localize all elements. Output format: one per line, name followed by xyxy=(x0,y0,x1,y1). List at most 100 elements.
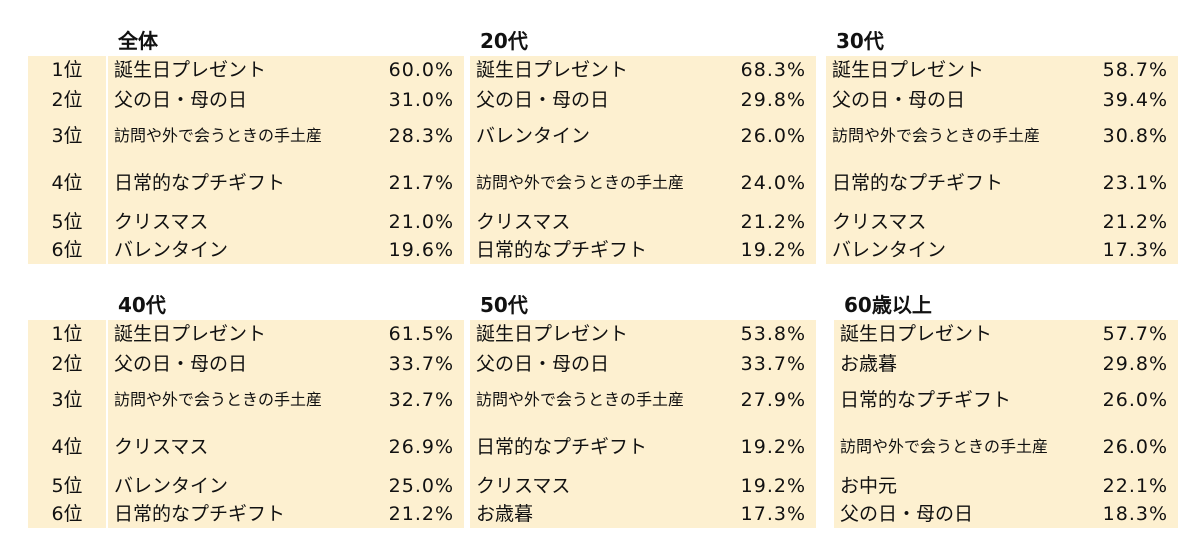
item-name: 訪問や外で会うときの手土産 xyxy=(832,126,1041,145)
ranking-row: 訪問や外で会うときの手土産 27.9% xyxy=(470,378,816,422)
item-name: 日常的なプチギフト xyxy=(476,239,648,261)
rank-label: 3位 xyxy=(51,389,83,411)
item-name: クリスマス xyxy=(832,211,927,233)
item-name: 誕生日プレゼント xyxy=(476,59,629,81)
item-name: クリスマス xyxy=(476,475,571,497)
percentage: 21.2% xyxy=(1102,211,1168,233)
percentage: 17.3% xyxy=(740,503,806,525)
item-name: 訪問や外で会うときの手土産 xyxy=(114,126,323,145)
ranking-row: クリスマス 21.0% xyxy=(108,208,464,236)
item-name: 父の日・母の日 xyxy=(476,353,610,375)
item-name: お歳暮 xyxy=(840,353,898,375)
percentage: 21.0% xyxy=(388,211,454,233)
item-name: 父の日・母の日 xyxy=(114,89,248,111)
percentage: 29.8% xyxy=(1102,353,1168,375)
ranking-row: クリスマス 26.9% xyxy=(108,424,464,470)
percentage: 33.7% xyxy=(740,353,806,375)
percentage: 21.7% xyxy=(388,172,454,194)
percentage: 22.1% xyxy=(1102,475,1168,497)
ranking-row: 誕生日プレゼント 60.0% xyxy=(108,56,464,84)
percentage: 39.4% xyxy=(1102,89,1168,111)
ranking-panel: 60歳以上誕生日プレゼント 57.7% お歳暮 29.8% 日常的なプチギフト 26.0%… xyxy=(834,290,1178,528)
percentage: 58.7% xyxy=(1102,59,1168,81)
item-name: クリスマス xyxy=(114,436,209,458)
ranking-panel: 30代 誕生日プレゼント 58.7% 父の日・母の日 39.4% 訪問や外で会うときの手土… xyxy=(826,26,1178,264)
ranking-row: 父の日・母の日 31.0% xyxy=(108,86,464,114)
item-name: バレンタイン xyxy=(832,239,947,261)
ranking-row: 日常的なプチギフト 26.0% xyxy=(834,378,1178,422)
percentage: 19.2% xyxy=(740,475,806,497)
percentage: 30.8% xyxy=(1102,125,1168,147)
item-name: 訪問や外で会うときの手土産 xyxy=(476,390,685,409)
ranking-row: 訪問や外で会うときの手土産 32.7% xyxy=(108,378,464,422)
item-name: クリスマス xyxy=(114,211,209,233)
percentage: 19.2% xyxy=(740,436,806,458)
panel-title: 30代 xyxy=(836,29,884,53)
ranking-row: 誕生日プレゼント 53.8% xyxy=(470,320,816,348)
ranking-row: 訪問や外で会うときの手土産 26.0% xyxy=(834,424,1178,470)
ranking-row: 誕生日プレゼント 61.5% xyxy=(108,320,464,348)
item-name: お中元 xyxy=(840,475,898,497)
ranking-row: 誕生日プレゼント 57.7% xyxy=(834,320,1178,348)
item-name: 日常的なプチギフト xyxy=(840,389,1012,411)
item-name: バレンタイン xyxy=(114,239,229,261)
ranking-row: クリスマス 19.2% xyxy=(470,472,816,500)
ranking-panel: 全体誕生日プレゼント 60.0% 父の日・母の日 31.0% 訪問や外で会うときの手土産… xyxy=(108,26,464,264)
ranking-row: 父の日・母の日 39.4% xyxy=(826,86,1178,114)
percentage: 25.0% xyxy=(388,475,454,497)
ranking-row: バレンタイン 26.0% xyxy=(470,114,816,158)
item-name: バレンタイン xyxy=(476,125,591,147)
ranking-row: クリスマス 21.2% xyxy=(470,208,816,236)
item-name: クリスマス xyxy=(476,211,571,233)
ranking-row: 父の日・母の日 33.7% xyxy=(108,350,464,378)
percentage: 19.2% xyxy=(740,239,806,261)
panel-body: 誕生日プレゼント 58.7% 父の日・母の日 39.4% 訪問や外で会うときの手土産 30… xyxy=(826,56,1178,264)
panel-title: 全体 xyxy=(118,29,158,53)
percentage: 60.0% xyxy=(388,59,454,81)
panel-body: 誕生日プレゼント 61.5% 父の日・母の日 33.7% 訪問や外で会うときの手土産 32… xyxy=(108,320,464,528)
percentage: 18.3% xyxy=(1102,503,1168,525)
item-name: 日常的なプチギフト xyxy=(476,436,648,458)
ranking-row: お歳暮 29.8% xyxy=(834,350,1178,378)
ranking-row: 日常的なプチギフト 19.2% xyxy=(470,424,816,470)
rank-label: 2位 xyxy=(51,89,83,111)
item-name: 訪問や外で会うときの手土産 xyxy=(476,173,685,192)
percentage: 53.8% xyxy=(740,323,806,345)
rank-label: 6位 xyxy=(51,503,83,525)
ranking-row: 訪問や外で会うときの手土産 30.8% xyxy=(826,114,1178,158)
ranking-row: 父の日・母の日 18.3% xyxy=(834,500,1178,528)
ranking-row: 誕生日プレゼント 68.3% xyxy=(470,56,816,84)
percentage: 26.0% xyxy=(740,125,806,147)
ranking-row: 訪問や外で会うときの手土産 24.0% xyxy=(470,160,816,206)
panel-title: 50代 xyxy=(480,293,528,317)
item-name: 日常的なプチギフト xyxy=(832,172,1004,194)
item-name: 誕生日プレゼント xyxy=(114,59,267,81)
percentage: 28.3% xyxy=(388,125,454,147)
percentage: 27.9% xyxy=(740,389,806,411)
item-name: 日常的なプチギフト xyxy=(114,172,286,194)
ranking-row: 父の日・母の日 29.8% xyxy=(470,86,816,114)
ranking-row: 誕生日プレゼント 58.7% xyxy=(826,56,1178,84)
ranking-row: 日常的なプチギフト 21.2% xyxy=(108,500,464,528)
rank-label: 2位 xyxy=(51,353,83,375)
item-name: 訪問や外で会うときの手土産 xyxy=(840,437,1049,456)
item-name: 誕生日プレゼント xyxy=(114,323,267,345)
rank-column: 1位 2位 3位 4位 5位 6位 xyxy=(28,56,106,264)
rank-label: 3位 xyxy=(51,125,83,147)
ranking-row: バレンタイン 17.3% xyxy=(826,236,1178,264)
item-name: 父の日・母の日 xyxy=(476,89,610,111)
ranking-row: クリスマス 21.2% xyxy=(826,208,1178,236)
panel-title: 60歳以上 xyxy=(844,293,932,317)
rank-column: 1位 2位 3位 4位 5位 6位 xyxy=(28,320,106,528)
item-name: 父の日・母の日 xyxy=(840,503,974,525)
rank-label: 4位 xyxy=(51,436,83,458)
item-name: 誕生日プレゼント xyxy=(840,323,993,345)
percentage: 26.0% xyxy=(1102,436,1168,458)
panel-body: 誕生日プレゼント 53.8% 父の日・母の日 33.7% 訪問や外で会うときの手土産 27… xyxy=(470,320,816,528)
percentage: 29.8% xyxy=(740,89,806,111)
ranking-row: バレンタイン 25.0% xyxy=(108,472,464,500)
ranking-panel: 50代誕生日プレゼント 53.8% 父の日・母の日 33.7% 訪問や外で会うときの手土… xyxy=(470,290,816,528)
panel-body: 誕生日プレゼント 60.0% 父の日・母の日 31.0% 訪問や外で会うときの手土産 28… xyxy=(108,56,464,264)
percentage: 26.0% xyxy=(1102,389,1168,411)
ranking-row: 日常的なプチギフト 19.2% xyxy=(470,236,816,264)
